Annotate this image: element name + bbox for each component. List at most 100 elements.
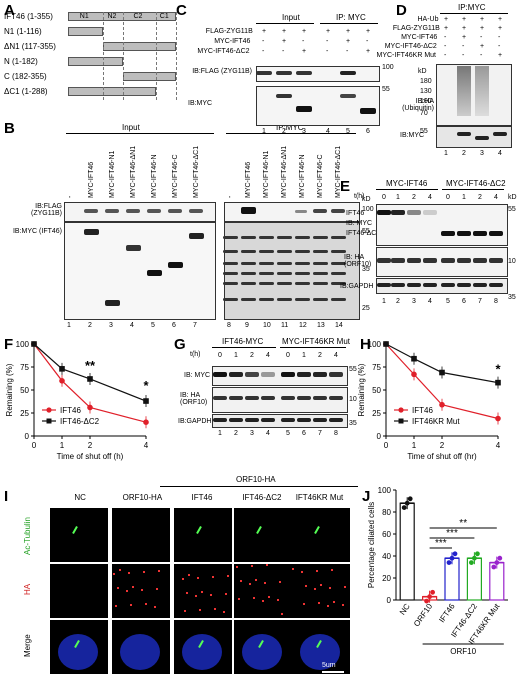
b-myc-input-band bbox=[189, 233, 204, 239]
i-micrograph bbox=[234, 564, 292, 618]
b-myc-ip-band bbox=[241, 262, 256, 265]
b-myc-ip-band bbox=[241, 250, 256, 253]
i-ha-dot bbox=[249, 583, 251, 585]
e-gapdh-band bbox=[489, 283, 503, 287]
i-ha-dot bbox=[251, 565, 253, 567]
e-ha-band bbox=[391, 258, 405, 263]
i-ha-dot bbox=[199, 609, 201, 611]
c-myc-band bbox=[340, 94, 356, 98]
c-flag-band bbox=[276, 71, 292, 75]
b-myc-input-band bbox=[147, 270, 162, 276]
e-lane-number: 2 bbox=[396, 298, 400, 305]
d-lane-number: 4 bbox=[498, 150, 502, 157]
e-lane-number: 7 bbox=[478, 298, 482, 305]
d-row-sign: + bbox=[498, 52, 503, 59]
b-myc-input-band bbox=[126, 245, 141, 251]
c-myc-band bbox=[360, 108, 376, 114]
b-myc-ip-band bbox=[295, 236, 310, 239]
e-gapdh-band bbox=[377, 283, 391, 287]
i-micrograph bbox=[292, 620, 350, 674]
c-lane-number: 5 bbox=[346, 128, 350, 135]
i-cilium bbox=[72, 526, 78, 534]
e-marker-35: 35 bbox=[508, 294, 516, 301]
g-label-ibmyc: IB: MYC bbox=[184, 372, 211, 379]
g-blot2 bbox=[212, 387, 348, 413]
e-lane-number: 5 bbox=[446, 298, 450, 305]
g-gapdh-band bbox=[297, 418, 311, 422]
d-ip-header: IP:MYC bbox=[458, 3, 486, 12]
b-lane-label: MYC-IFT46-ΔC1 bbox=[193, 145, 200, 198]
i-micrograph bbox=[112, 564, 170, 618]
chart-f: 0 25 50 75 100 0 1 2 4 Time of shut off (h) Remain… bbox=[5, 340, 149, 461]
i-ha-dot bbox=[320, 584, 322, 586]
y-tick-label: 75 bbox=[372, 363, 381, 372]
c-row-sign: + bbox=[346, 38, 351, 45]
e-ha-band bbox=[377, 258, 391, 263]
g-myc-band bbox=[329, 372, 343, 377]
g-group1-line bbox=[212, 347, 276, 348]
legend-label: IFT46KR Mut bbox=[412, 417, 460, 426]
b-myc-input-band bbox=[84, 229, 99, 235]
b-lane-label: MYC-IFT46-ΔN1 bbox=[281, 145, 288, 198]
domain-boundary bbox=[176, 12, 177, 100]
b-flag-input-band bbox=[126, 209, 140, 213]
i-cilium bbox=[196, 526, 202, 534]
d-row-sign: + bbox=[480, 25, 485, 32]
b-lane-label: MYC-IFT46-N1 bbox=[109, 150, 116, 198]
b-lane-number: 7 bbox=[193, 322, 197, 329]
bar bbox=[466, 557, 483, 601]
x-axis-label: Time of shut off (h) bbox=[57, 452, 124, 461]
e-time-point: 4 bbox=[428, 194, 432, 201]
c-input-line bbox=[256, 23, 314, 24]
b-lane-number: 1 bbox=[67, 322, 71, 329]
e-time-point: 2 bbox=[478, 194, 482, 201]
x-tick-label: 0 bbox=[32, 441, 37, 450]
panel-label-d: D bbox=[396, 2, 407, 19]
b-flag-input-band bbox=[189, 209, 203, 213]
b-lane-number: 13 bbox=[317, 322, 325, 329]
c-lane-number: 2 bbox=[282, 128, 286, 135]
data-point bbox=[411, 355, 417, 362]
b-lane-label: MYC-IFT46-N1 bbox=[263, 150, 270, 198]
y-tick-label: 20 bbox=[382, 574, 391, 583]
b-myc-ip-band bbox=[223, 298, 238, 301]
d-row-sign: - bbox=[498, 34, 501, 41]
data-point bbox=[439, 369, 445, 376]
i-row-label: Ac-Tubulin bbox=[23, 517, 32, 555]
panel-label-b: B bbox=[4, 120, 15, 137]
e-label-dc2: IFT46-ΔC2 bbox=[346, 230, 381, 237]
b-lane-number: 10 bbox=[263, 322, 271, 329]
i-ha-dot bbox=[154, 606, 156, 608]
e-gapdh-band bbox=[391, 283, 405, 287]
i-column-label: IFT46 bbox=[191, 493, 213, 502]
g-time-point: 0 bbox=[286, 352, 290, 359]
g-time-point: 4 bbox=[266, 352, 270, 359]
data-point bbox=[31, 341, 37, 347]
d-myc-band bbox=[475, 136, 489, 140]
y-tick-label: 0 bbox=[377, 432, 382, 441]
b-myc-ip-band bbox=[313, 282, 328, 285]
b-myc-ip-band bbox=[241, 272, 256, 275]
panel-label-c: C bbox=[176, 2, 187, 19]
d-row-sign: + bbox=[498, 25, 503, 32]
b-flag-ip-band bbox=[313, 209, 327, 213]
g-gapdh-band bbox=[281, 418, 295, 422]
g-lane-number: 5 bbox=[286, 430, 290, 437]
i-ha-dot bbox=[318, 602, 320, 604]
construct-label: IFT46 (1-355) bbox=[4, 12, 53, 21]
b-flag-ip-band bbox=[331, 209, 345, 213]
d-row-sign: - bbox=[444, 52, 447, 59]
bar bbox=[399, 502, 415, 601]
b-lane-number: 6 bbox=[172, 322, 176, 329]
i-row-label: Merge bbox=[23, 634, 32, 657]
series-line bbox=[33, 343, 147, 402]
g-gapdh-band bbox=[329, 418, 343, 422]
i-micrograph bbox=[174, 564, 232, 618]
e-dc2-band bbox=[489, 231, 503, 236]
x-tick-label: 4 bbox=[144, 441, 149, 450]
i-micrograph bbox=[112, 620, 170, 674]
b-lane-number: 3 bbox=[109, 322, 113, 329]
e-time-point: 4 bbox=[494, 194, 498, 201]
g-time-point: 1 bbox=[234, 352, 238, 359]
